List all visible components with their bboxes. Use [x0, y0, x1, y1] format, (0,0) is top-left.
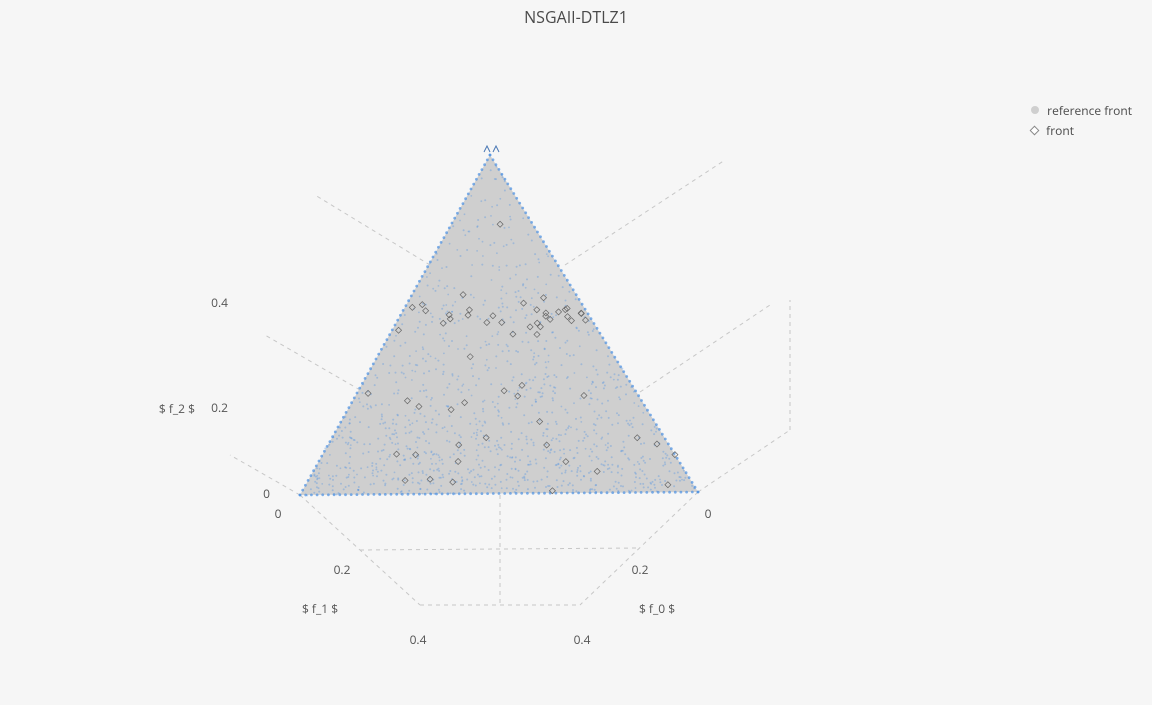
tick-f0-02: 0.2	[632, 561, 649, 578]
tick-f0-04: 0.4	[574, 631, 591, 648]
scatter3d-plot[interactable]: 0 0.2 0.4 0 0.2 0.4 0 0.2 0.4 $ f_2 $ $ …	[0, 0, 1152, 705]
axis-label-f2: $ f_2 $	[159, 400, 195, 417]
apex-marks	[484, 146, 499, 152]
reference-front-surface	[300, 155, 698, 495]
tick-f2-0: 0	[263, 485, 270, 502]
tick-f0-0: 0	[705, 505, 712, 522]
tick-f2-04: 0.4	[211, 294, 228, 311]
axis-label-f0: $ f_0 $	[639, 600, 675, 617]
axis-label-f1: $ f_1 $	[302, 600, 338, 617]
tick-f1-0: 0	[275, 505, 282, 522]
tick-f1-02: 0.2	[334, 561, 351, 578]
tick-f2-02: 0.2	[211, 399, 228, 416]
tick-f1-04: 0.4	[410, 631, 427, 648]
